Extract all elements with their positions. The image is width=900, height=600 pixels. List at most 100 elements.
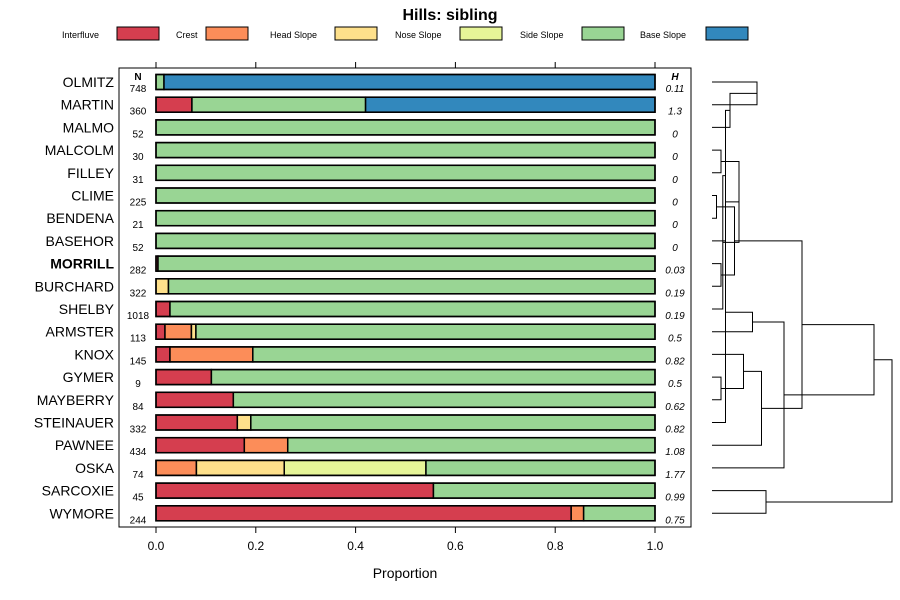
row-n-value: 434 [130,447,147,458]
x-tick-label: 0.2 [247,539,264,553]
row-n-value: 9 [135,379,141,390]
dendrogram-link [712,353,744,389]
dendrogram-link [712,490,767,514]
bar-segment [155,346,171,363]
row-h-value: 0.19 [665,311,685,322]
row-n-value: 31 [132,175,144,186]
legend-swatch [705,26,749,41]
bar-outline [155,482,656,499]
bar-row-olmitz: OLMITZ 748 0.11 [63,73,684,95]
row-h-value: 0.82 [665,425,685,436]
bar-segment [432,482,656,499]
row-n-value: 332 [130,425,147,436]
row-n-value: 282 [130,266,147,277]
bar-row-oska: OSKA 74 1.77 [75,459,685,481]
bar-segment [364,96,656,113]
bar-row-morrill: MORRILL 282 0.03 [50,255,685,277]
bar-segment [570,505,585,522]
bar-segment [232,391,656,409]
row-label: CLIME [71,188,114,204]
legend-label: Base Slope [640,30,686,40]
dendrogram-link [712,92,757,128]
row-h-value: 0.03 [665,266,685,277]
bar-row-filley: FILLEY 31 0 [67,164,678,186]
bar-row-martin: MARTIN 360 1.3 [61,96,682,118]
bar-segment [169,300,656,318]
bar-segment [155,459,198,477]
bar-segment [191,96,367,113]
x-tick-label: 0.8 [547,539,564,553]
bar-segment [155,323,166,340]
row-h-value: 0.82 [665,356,685,367]
row-n-value: 225 [130,198,147,209]
row-label: WYMORE [49,505,114,521]
bar-segment [163,73,656,91]
bar-segment [195,459,285,477]
row-h-value: 0 [672,152,678,163]
bar-outline [155,505,656,522]
bar-row-sarcoxie: SARCOXIE 45 0.99 [42,482,685,504]
dendrogram-link [712,311,753,333]
row-n-value: 145 [130,356,147,367]
bar-row-steinauer: STEINAUER 332 0.82 [34,414,685,436]
row-label: BURCHARD [35,278,114,294]
bar-segment [155,505,572,522]
row-label: SARCOXIE [42,483,114,499]
bar-row-malcolm: MALCOLM 30 0 [45,141,678,163]
bar-outline [155,436,656,454]
bar-segment [252,346,656,363]
bar-segment [155,96,193,113]
h-column-header: H [671,72,679,83]
x-axis-label: Proportion [373,565,438,581]
bar-segment [155,368,213,386]
row-label: KNOX [74,346,114,362]
row-n-value: 21 [132,220,144,231]
bar-row-armster: ARMSTER 113 0.5 [46,323,682,345]
bar-segment [155,300,171,318]
bar-segment [250,414,656,431]
bar-segment [167,278,656,295]
bar-segment [155,232,656,250]
dendrogram-link [712,376,722,401]
row-n-value: 360 [130,107,147,118]
row-h-value: 0 [672,220,678,231]
dendrogram-link [712,370,762,446]
row-n-value: 1018 [127,311,150,322]
row-label: OSKA [75,460,115,476]
bar-row-gymer: GYMER 9 0.5 [63,368,682,390]
row-label: BENDENA [46,210,114,226]
legend-label: Interfluve [62,30,99,40]
legend-label: Side Slope [520,30,564,40]
row-label: PAWNEE [55,437,114,453]
row-n-value: 322 [130,288,147,299]
bar-segment [286,436,656,454]
dendrogram-link [712,321,785,469]
bar-outline [155,164,656,182]
bar-row-pawnee: PAWNEE 434 1.08 [55,436,685,458]
bar-row-burchard: BURCHARD 322 0.19 [35,278,685,299]
bar-outline [155,414,656,431]
dendrogram [712,81,893,514]
legend-swatch [116,26,160,41]
row-n-value: 52 [132,243,144,254]
bar-row-malmo: MALMO 52 0 [63,119,678,140]
row-h-value: 0 [672,129,678,140]
row-h-value: 0 [672,175,678,186]
dendrogram-link [712,149,722,174]
bar-row-clime: CLIME 225 0 [71,187,678,209]
row-label: MAYBERRY [37,392,115,408]
bar-row-bendena: BENDENA 21 0 [46,209,678,231]
bar-outline [155,300,656,318]
row-label: STEINAUER [34,415,114,431]
bar-row-basehor: BASEHOR 52 0 [46,232,678,254]
dendrogram-link [766,359,893,503]
dendrogram-link [712,109,730,242]
bar-segment [155,119,656,136]
row-label: MARTIN [61,97,114,113]
row-label: GYMER [63,369,114,385]
row-h-value: 1.3 [668,107,682,118]
bar-segment [582,505,656,522]
bar-row-wymore: WYMORE 244 0.75 [49,505,685,526]
legend-swatch [205,26,249,41]
